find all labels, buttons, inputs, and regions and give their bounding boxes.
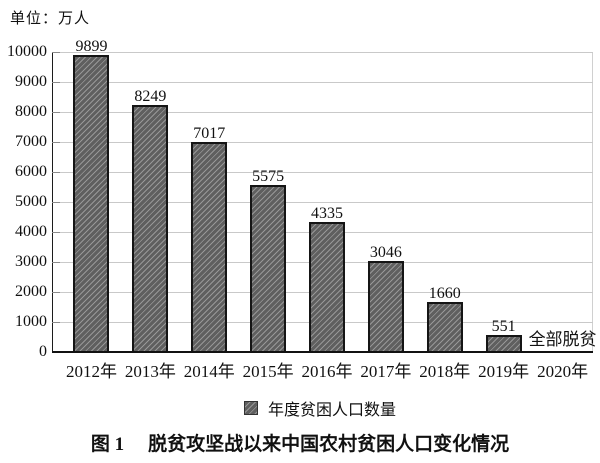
- bar-slot-2019年: 551: [474, 52, 533, 352]
- y-tick-label-4000: 4000: [15, 223, 47, 240]
- gridline-6000: [52, 172, 593, 173]
- figure-caption: 图 1 脱贫攻坚战以来中国农村贫困人口变化情况: [0, 429, 600, 456]
- bar-2014年: 7017: [191, 125, 228, 352]
- x-tick-label-2016年: 2016年: [301, 362, 353, 381]
- bar-2016年: 4335: [309, 205, 345, 352]
- y-tick-label-6000: 6000: [15, 163, 47, 180]
- y-tick-label-7000: 7000: [15, 133, 47, 150]
- y-tick-label-8000: 8000: [15, 103, 47, 120]
- bar-value-label-2017年: 3046: [369, 243, 402, 261]
- y-tick-10000: [52, 52, 60, 53]
- x-tick-label-2013年: 2013年: [124, 362, 176, 381]
- y-tick-9000: [52, 82, 60, 83]
- y-tick-label-3000: 3000: [15, 253, 47, 270]
- bar-value-label-2018年: 1660: [428, 285, 461, 303]
- bar-slot-2013年: 8249: [121, 52, 180, 352]
- y-tick-label-2000: 2000: [15, 283, 47, 300]
- y-tick-3000: [52, 262, 60, 263]
- gridline-9000: [52, 82, 593, 83]
- bar-value-label-2015年: 5575: [252, 167, 285, 185]
- legend-label: 年度贫困人口数量: [268, 402, 397, 419]
- x-tick-label-2019年: 2019年: [478, 362, 530, 381]
- bar-slot-2015年: 5575: [239, 52, 298, 352]
- y-tick-8000: [52, 112, 60, 113]
- y-tick-5000: [52, 202, 60, 203]
- figure-title: 脱贫攻坚战以来中国农村贫困人口变化情况: [148, 434, 510, 455]
- y-tick-4000: [52, 232, 60, 233]
- unit-label: 单位：万人: [10, 11, 91, 27]
- bar-value-label-2014年: 7017: [193, 124, 226, 142]
- y-axis-labels: 0 1000 2000 3000 4000 5000 6000 7000 8000 9000 100…: [0, 43, 47, 360]
- y-tick-label-10000: 10000: [7, 43, 47, 60]
- y-tick-label-9000: 9000: [15, 73, 47, 90]
- y-tick-6000: [52, 172, 60, 173]
- x-axis-line: [52, 351, 593, 353]
- y-tick-1000: [52, 322, 60, 323]
- bars-row: 9899 8249 7017 5575 4335 3046 1660 551 全部脱贫: [62, 38, 597, 352]
- bar-2015年: 5575: [250, 168, 287, 352]
- y-tick-7000: [52, 142, 60, 143]
- gridline-7000: [52, 142, 593, 143]
- x-tick-label-2018年: 2018年: [419, 362, 471, 381]
- legend-hatch-swatch-icon: [244, 401, 258, 415]
- bar-slot-2012年: 9899: [62, 38, 121, 352]
- bar-slot-2016年: 4335: [298, 52, 357, 352]
- chart-legend: 年度贫困人口数量: [244, 396, 396, 420]
- y-tick-2000: [52, 292, 60, 293]
- bar-slot-2020年: 全部脱贫: [529, 52, 597, 352]
- y-tick-label-5000: 5000: [15, 193, 47, 210]
- bar-2017年: 3046: [367, 244, 404, 352]
- x-tick-label-2020年: 2020年: [537, 362, 589, 381]
- gridline-5000: [52, 202, 593, 203]
- bar-2013年: 8249: [132, 88, 169, 352]
- bar-value-label-2019年: 551: [491, 318, 516, 336]
- bar-value-label-2016年: 4335: [311, 204, 343, 222]
- gridline-8000: [52, 112, 593, 113]
- bar-2018年: 1660: [426, 285, 463, 352]
- bar-slot-2014年: 7017: [180, 52, 239, 352]
- bar-value-label-2012年: 9899: [75, 38, 108, 56]
- bar-slot-2018年: 1660: [415, 52, 474, 352]
- y-tick-label-0: 0: [39, 343, 47, 360]
- plot-area: 9899 8249 7017 5575 4335 3046 1660 551 全部脱贫: [52, 38, 597, 353]
- gridline-10000: [52, 52, 593, 53]
- x-tick-label-2014年: 2014年: [183, 362, 235, 381]
- x-tick-label-2017年: 2017年: [360, 362, 412, 381]
- bar-slot-2017年: 3046: [356, 52, 415, 352]
- y-tick-label-1000: 1000: [15, 313, 47, 330]
- bar-2019年: 551: [485, 318, 522, 352]
- x-tick-label-2012年: 2012年: [65, 362, 117, 381]
- bar-2012年: 9899: [73, 38, 110, 352]
- figure-number: 图 1: [90, 434, 125, 455]
- x-axis-labels: 2012年 2013年 2014年 2015年 2016年 2017年 2018年 2019年…: [62, 357, 592, 382]
- bar-value-label-2013年: 8249: [134, 87, 167, 105]
- x-tick-label-2015年: 2015年: [242, 362, 294, 381]
- annotation-2020年: 全部脱贫: [528, 330, 597, 349]
